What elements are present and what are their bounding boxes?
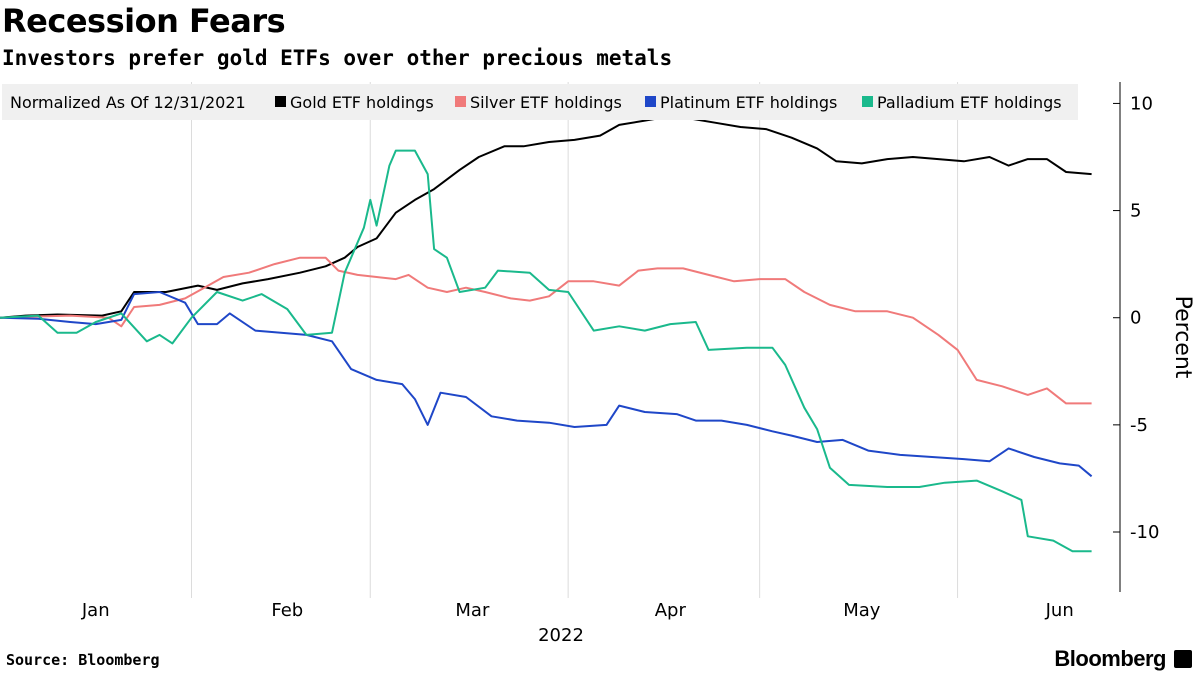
month-boundaries xyxy=(191,82,959,598)
legend-swatch-0 xyxy=(275,96,286,107)
series-line-palladium-etf-holdings xyxy=(0,149,1092,553)
legend-swatch-3 xyxy=(862,96,873,107)
series-line-gold-etf-holdings xyxy=(0,116,1092,319)
legend-entry-2: Platinum ETF holdings xyxy=(660,93,837,112)
y-axis: 10 5 0 -5 -10 Percent xyxy=(1113,82,1195,592)
y-tick-label: -5 xyxy=(1130,415,1148,436)
x-tick-label-apr: Apr xyxy=(655,600,687,621)
x-axis: Jan Feb Mar Apr May Jun 2022 xyxy=(81,600,1074,646)
legend: Normalized As Of 12/31/2021 Gold ETF hold… xyxy=(2,84,1078,120)
source-note: Source: Bloomberg xyxy=(6,651,160,669)
bloomberg-chart-icon xyxy=(1174,650,1192,668)
x-axis-year-label: 2022 xyxy=(538,625,584,646)
chart-title: Recession Fears xyxy=(2,2,286,40)
series-line-silver-etf-holdings xyxy=(0,256,1092,405)
y-tick-label: 0 xyxy=(1130,308,1141,329)
x-tick-label-may: May xyxy=(843,600,881,621)
legend-swatch-1 xyxy=(455,96,466,107)
x-tick-label-jan: Jan xyxy=(81,600,110,621)
legend-swatch-2 xyxy=(645,96,656,107)
y-tick-label: 10 xyxy=(1130,93,1153,114)
y-axis-label: Percent xyxy=(1170,296,1195,379)
series-layer xyxy=(0,116,1093,553)
legend-entry-1: Silver ETF holdings xyxy=(470,93,622,112)
y-tick-label: 5 xyxy=(1130,201,1141,222)
legend-background xyxy=(2,84,1078,120)
legend-entry-3: Palladium ETF holdings xyxy=(877,93,1062,112)
legend-entry-0: Gold ETF holdings xyxy=(290,93,434,112)
y-tick-label: -10 xyxy=(1130,522,1159,543)
x-tick-label-mar: Mar xyxy=(455,600,490,621)
x-tick-label-jun: Jun xyxy=(1045,600,1074,621)
series-line-platinum-etf-holdings xyxy=(0,291,1093,478)
chart-subtitle: Investors prefer gold ETFs over other pr… xyxy=(2,46,673,70)
legend-title: Normalized As Of 12/31/2021 xyxy=(10,93,246,112)
bloomberg-logo: Bloomberg xyxy=(1054,646,1166,671)
x-tick-label-feb: Feb xyxy=(271,600,303,621)
